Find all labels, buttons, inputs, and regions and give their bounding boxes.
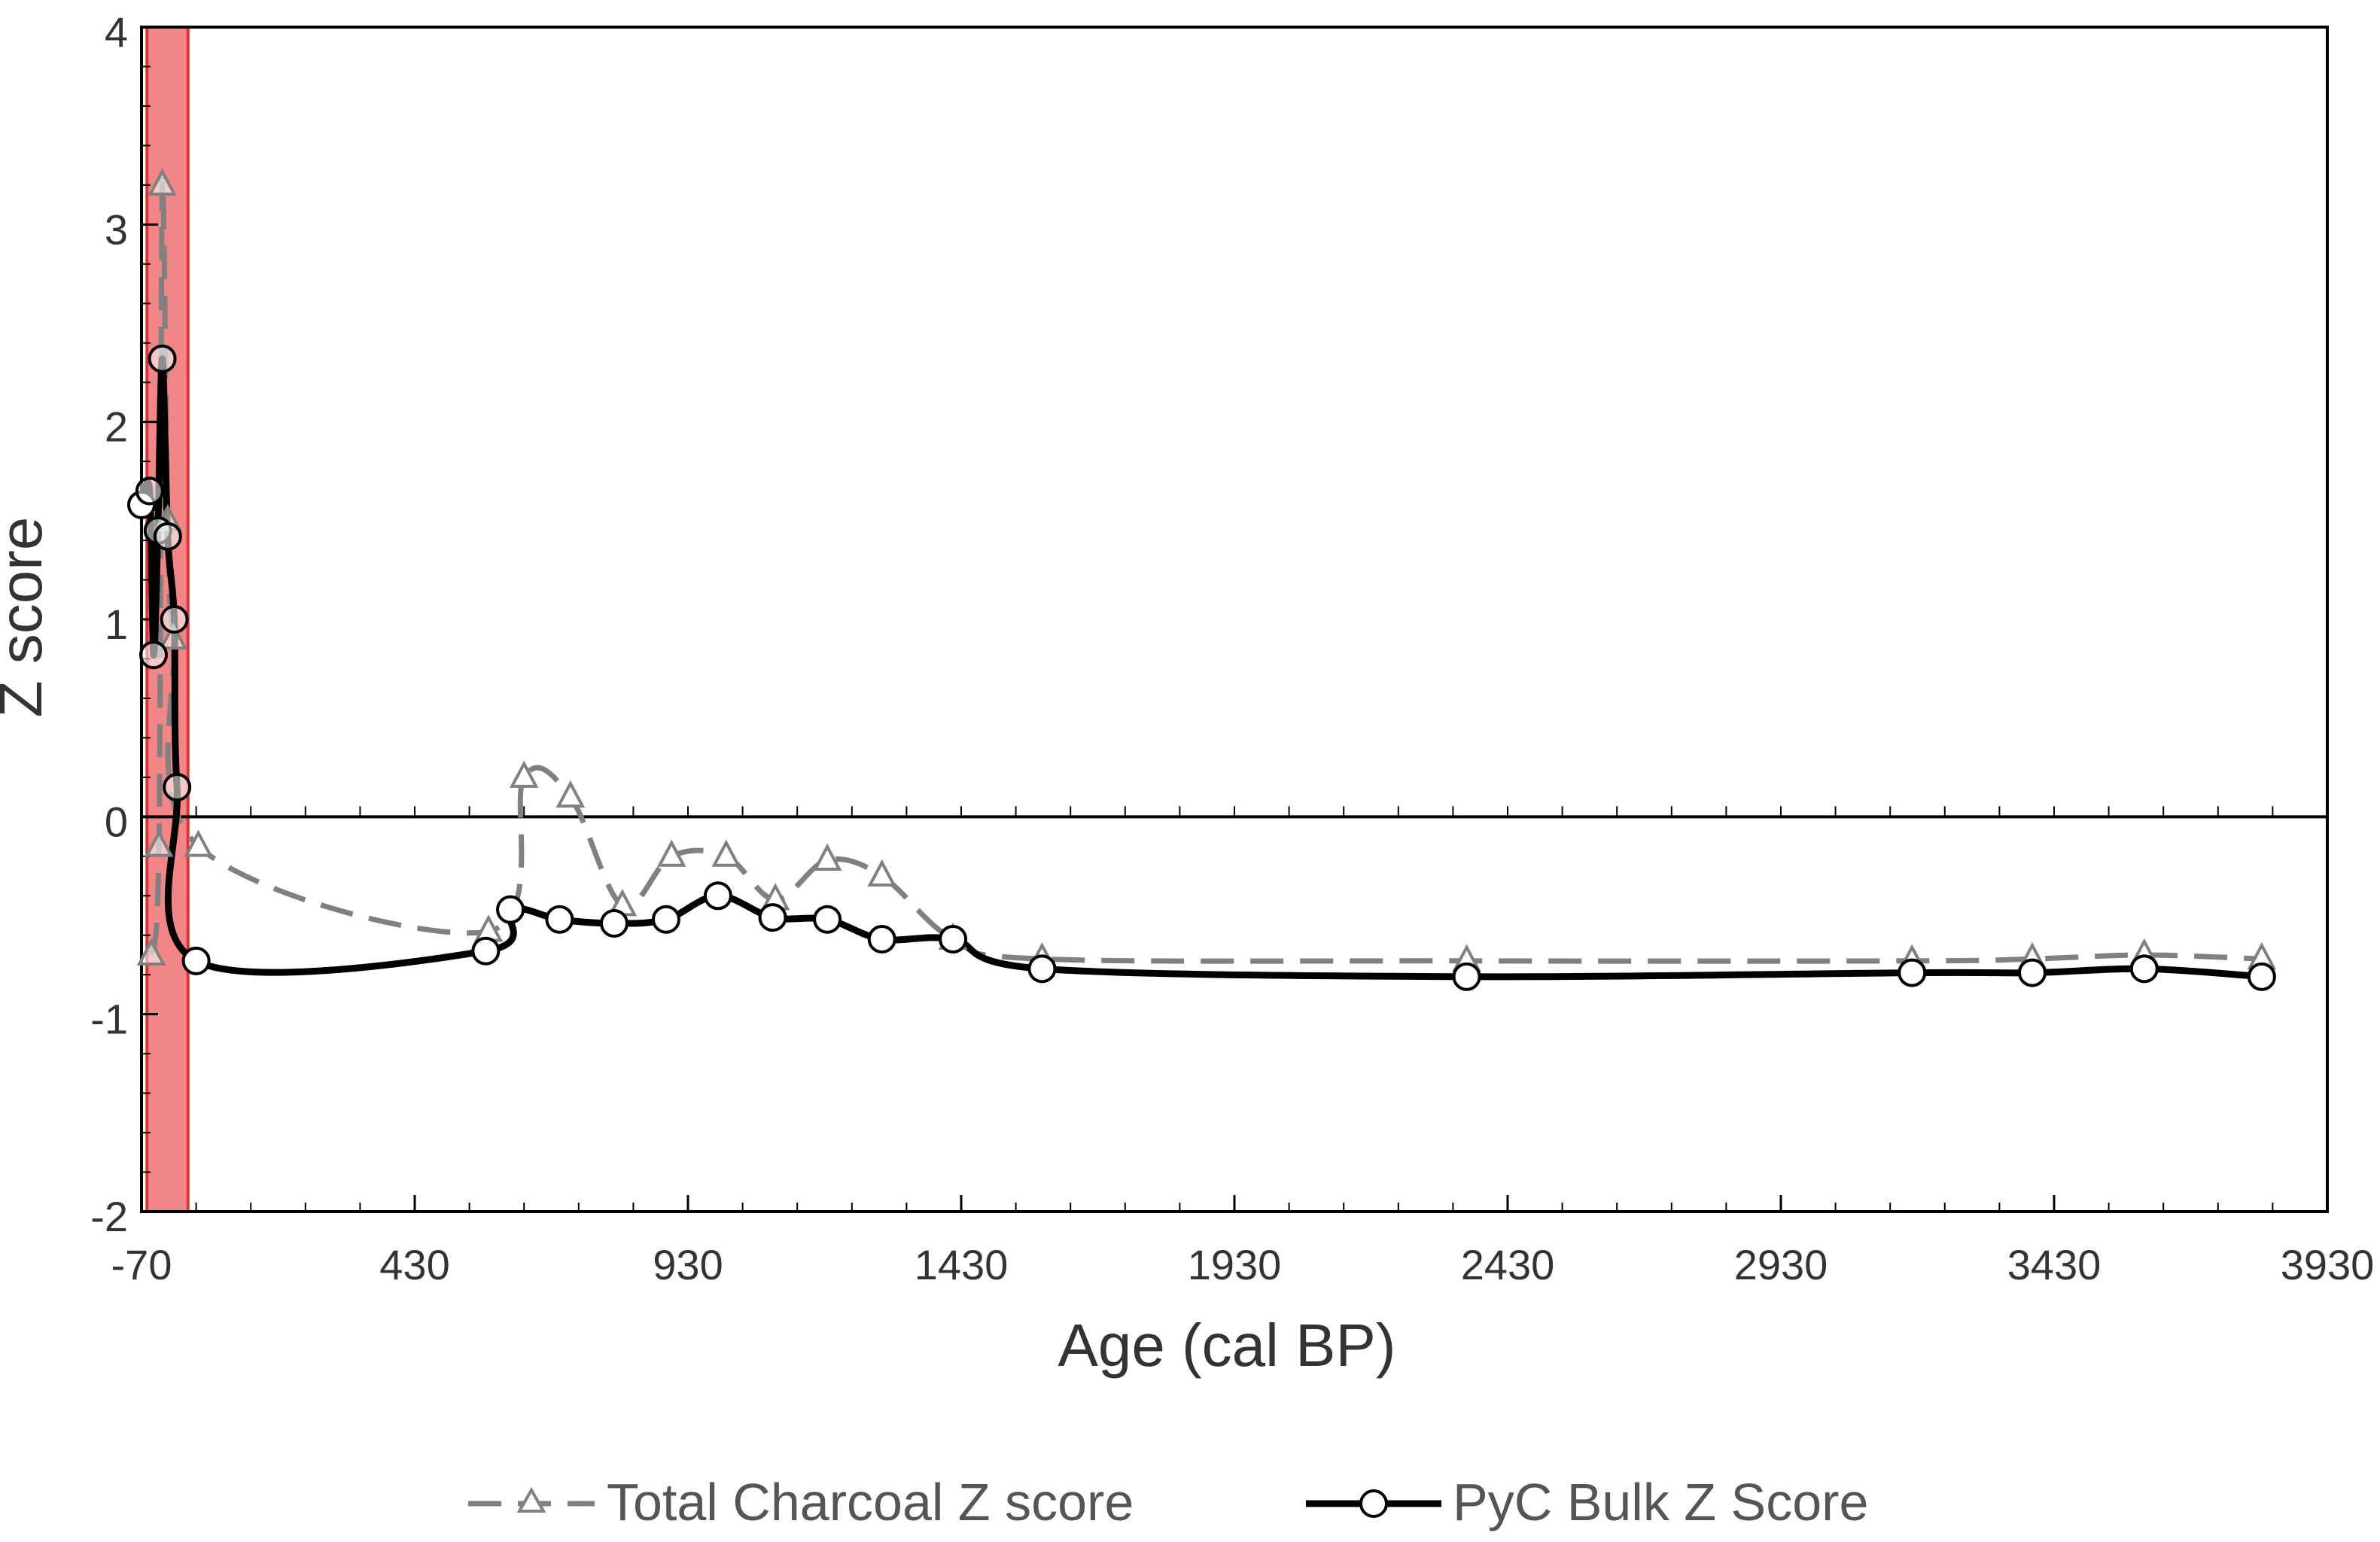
data-point-total-charcoal [555, 780, 586, 808]
y-tick-label: 1 [105, 601, 128, 648]
x-tick-label: 3430 [2007, 1241, 2102, 1288]
data-point-pyc-bulk [1027, 954, 1057, 984]
data-point-pyc-bulk [471, 936, 501, 966]
x-axis-title: Age (cal BP) [1058, 1312, 1395, 1379]
data-point-total-charcoal [812, 843, 842, 871]
y-axis-title: Z score [0, 517, 54, 718]
data-point-pyc-bulk [160, 605, 189, 634]
data-point-pyc-bulk [135, 476, 164, 506]
y-tick-label: 3 [105, 205, 128, 253]
data-point-total-charcoal [711, 839, 741, 867]
x-tick-label: 1430 [915, 1241, 1009, 1288]
legend: Total Charcoal Z score PyC Bulk Z Score [468, 1473, 1868, 1531]
x-tick-label: 3930 [2281, 1241, 2375, 1288]
data-point-pyc-bulk [2247, 962, 2276, 991]
x-tick-label: 1930 [1188, 1241, 1282, 1288]
data-point-total-charcoal [184, 829, 213, 857]
legend-label-pyc-bulk: PyC Bulk Z Score [1453, 1473, 1868, 1531]
x-tick-label: 2930 [1734, 1241, 1828, 1288]
series-layer [142, 176, 2263, 981]
data-point-pyc-bulk [758, 903, 787, 932]
data-point-pyc-bulk [651, 905, 680, 934]
data-point-pyc-bulk [703, 881, 732, 911]
legend-item-total-charcoal: Total Charcoal Z score [468, 1473, 1134, 1531]
y-tick-label: 0 [105, 798, 128, 845]
axes-layer: 4 3 2 1 0 -1 -2-70 430 930 1430 1930 2430 2930 3430 39… [90, 8, 2374, 1288]
data-point-total-charcoal [509, 760, 539, 788]
series-line-total-charcoal [148, 176, 2263, 964]
series-line-pyc-bulk [142, 355, 2263, 981]
data-point-pyc-bulk [599, 908, 628, 938]
legend-triangle-marker [516, 1486, 546, 1513]
data-point-total-charcoal [136, 938, 166, 966]
y-tick-label: 4 [105, 8, 128, 56]
x-tick-label: -70 [111, 1241, 172, 1288]
data-point-pyc-bulk [867, 924, 896, 953]
legend-item-pyc-bulk: PyC Bulk Z Score [1306, 1473, 1868, 1531]
data-point-pyc-bulk [181, 946, 211, 975]
data-point-total-charcoal [867, 859, 897, 887]
data-point-pyc-bulk [545, 905, 574, 934]
data-point-pyc-bulk [163, 772, 192, 801]
data-point-pyc-bulk [153, 522, 182, 551]
label-layer: Age (cal BP) Z score [0, 517, 1396, 1379]
data-point-pyc-bulk [939, 924, 968, 953]
data-point-pyc-bulk [1452, 962, 1481, 991]
data-point-pyc-bulk [2129, 954, 2159, 984]
legend-label-total-charcoal: Total Charcoal Z score [607, 1473, 1134, 1531]
plot-frame [140, 26, 2329, 1213]
data-point-pyc-bulk [148, 344, 177, 373]
data-point-pyc-bulk [1898, 958, 1927, 987]
data-point-pyc-bulk [496, 895, 525, 924]
x-tick-label: 930 [653, 1241, 723, 1288]
y-tick-label: -1 [90, 996, 128, 1043]
y-tick-label: -2 [90, 1193, 128, 1240]
y-tick-label: 2 [105, 403, 128, 451]
data-point-total-charcoal [158, 622, 188, 650]
data-point-total-charcoal [144, 829, 174, 857]
data-point-total-charcoal [148, 168, 177, 196]
marker-layer [127, 168, 2277, 991]
x-tick-label: 430 [379, 1241, 449, 1288]
data-point-pyc-bulk [813, 905, 842, 934]
data-point-pyc-bulk [2017, 958, 2047, 987]
legend-circle-marker [1359, 1489, 1388, 1518]
x-tick-label: 2430 [1461, 1241, 1555, 1288]
data-point-total-charcoal [656, 839, 686, 867]
data-point-pyc-bulk [138, 640, 168, 670]
